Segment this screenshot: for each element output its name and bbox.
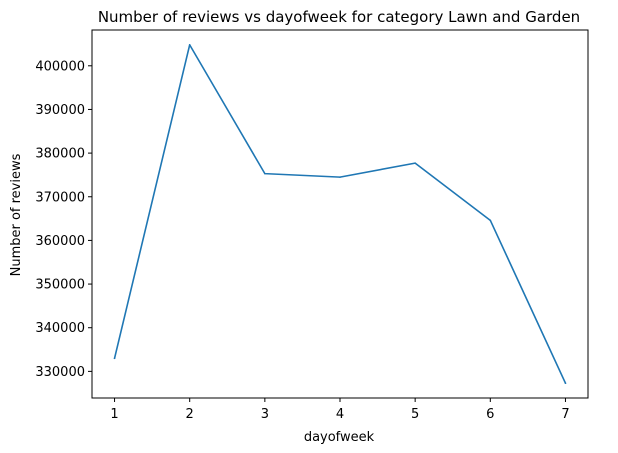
chart-title: Number of reviews vs dayofweek for categ… bbox=[98, 8, 580, 26]
y-tick-label: 380000 bbox=[35, 147, 85, 162]
y-axis-label: Number of reviews bbox=[9, 153, 24, 276]
y-tick-label: 370000 bbox=[35, 190, 85, 205]
data-point bbox=[564, 382, 567, 384]
x-tick-label: 1 bbox=[110, 407, 118, 422]
y-tick-label: 350000 bbox=[35, 278, 85, 293]
data-point bbox=[489, 219, 492, 222]
x-tick-label: 6 bbox=[486, 407, 494, 422]
y-tick-label: 340000 bbox=[35, 321, 85, 336]
plot-area bbox=[91, 29, 589, 399]
series-line bbox=[113, 44, 567, 384]
data-point bbox=[339, 176, 341, 178]
data-point bbox=[188, 44, 191, 46]
x-axis-label: dayofweek bbox=[304, 430, 375, 445]
x-tick-label: 4 bbox=[336, 407, 344, 422]
y-axis: 330000 340000 350000 360000 370000 380000 3900… bbox=[35, 59, 92, 380]
x-tick-label: 3 bbox=[261, 407, 269, 422]
x-tick-label: 5 bbox=[411, 407, 419, 422]
data-point bbox=[264, 172, 266, 175]
y-tick-label: 330000 bbox=[35, 365, 85, 380]
x-tick-label: 7 bbox=[561, 407, 569, 422]
x-tick-label: 2 bbox=[186, 407, 194, 422]
y-tick-label: 360000 bbox=[35, 234, 85, 249]
y-tick-label: 400000 bbox=[35, 59, 85, 74]
data-point bbox=[414, 162, 416, 164]
y-tick-label: 390000 bbox=[35, 103, 85, 118]
x-axis: 1 2 3 4 5 6 7 bbox=[110, 398, 570, 422]
data-point bbox=[113, 357, 116, 360]
plot-frame bbox=[91, 29, 589, 399]
